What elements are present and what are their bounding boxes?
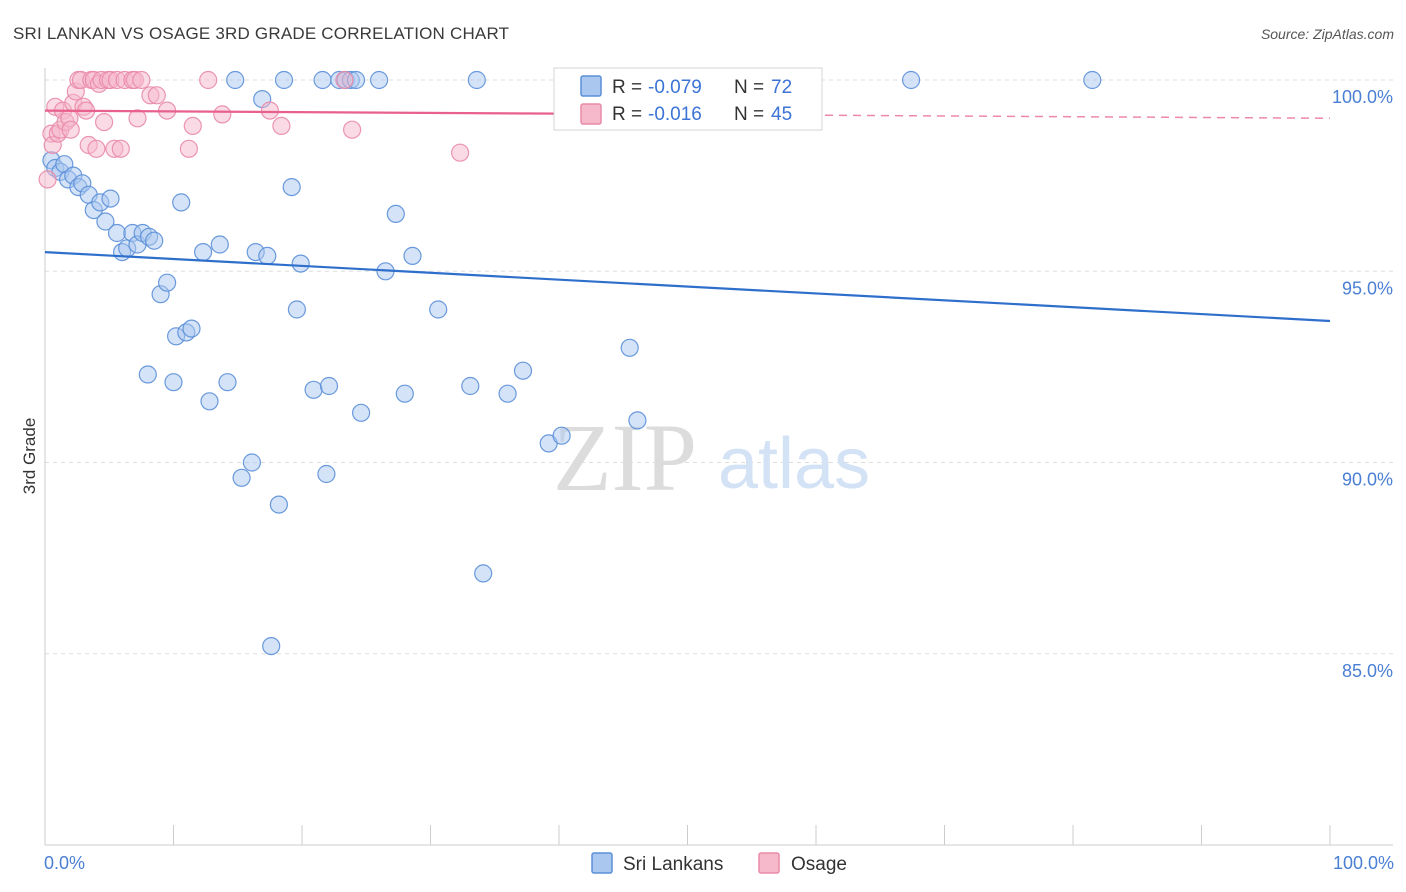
sri-lankans-point-22 (158, 273, 177, 292)
sri-lankans-point-28 (172, 193, 191, 212)
sri-lankans-point-47 (317, 464, 336, 484)
legend-swatch-blue (580, 75, 602, 97)
legend-r-value-1: -0.016 (648, 104, 702, 125)
osage-point-38 (199, 70, 218, 90)
sri-lankans-point-27 (182, 319, 201, 338)
legend-label-osage: Osage (791, 854, 847, 875)
osage-point-36 (179, 139, 198, 158)
legend-n-value-0: 72 (771, 77, 792, 98)
osage-point-9 (61, 120, 80, 139)
stats-legend: R = -0.079 N = 72 R = -0.016 N = 45 (553, 67, 823, 131)
watermark-atlas: atlas (718, 424, 870, 504)
sri-lankans-point-13 (107, 223, 127, 243)
sri-lankans-point-32 (218, 373, 237, 392)
osage-point-40 (260, 101, 279, 120)
sri-lankans-point-57 (395, 384, 414, 403)
legend-swatch-osage (758, 852, 780, 874)
series-sri-lankans-points (42, 70, 1102, 656)
watermark: ZIP atlas (553, 404, 870, 511)
sri-lankans-point-12 (101, 189, 120, 208)
sri-lankans-point-48 (319, 376, 339, 396)
sri-lankans-point-71 (1083, 70, 1102, 90)
sri-lankans-point-66 (552, 426, 571, 445)
watermark-zip: ZIP (553, 404, 697, 511)
sri-lankans-point-30 (200, 392, 219, 411)
sri-lankans-point-69 (628, 411, 647, 430)
y-tick-label-0: 100.0% (1332, 87, 1393, 107)
osage-point-41 (272, 116, 291, 136)
sri-lankans-point-59 (429, 300, 448, 319)
osage-point-19 (87, 139, 106, 158)
sri-lankans-point-63 (498, 384, 517, 403)
legend-swatch-pink (580, 103, 602, 125)
sri-lankans-point-60 (461, 376, 480, 396)
sri-lankans-point-42 (282, 178, 301, 197)
sri-lankans-point-34 (232, 468, 251, 487)
gridlines (45, 79, 1393, 655)
chart-title: SRI LANKAN VS OSAGE 3RD GRADE CORRELATIO… (13, 24, 509, 43)
osage-point-43 (343, 120, 362, 139)
trend-lines (44, 109, 1331, 323)
legend-n-label-1: N = (734, 104, 764, 125)
osage-point-31 (132, 70, 151, 90)
sri-lankans-point-45 (304, 380, 323, 399)
series-legend: Sri Lankans Osage (591, 852, 847, 875)
sri-lankans-point-62 (474, 564, 493, 583)
y-tick-labels: 100.0% 95.0% 90.0% 85.0% (1332, 87, 1393, 681)
osage-point-22 (94, 112, 114, 132)
sri-lankans-point-64 (513, 361, 533, 380)
sri-lankans-point-38 (258, 246, 277, 265)
sri-lankans-point-56 (386, 204, 405, 223)
sri-lankans-point-46 (313, 70, 332, 90)
osage-point-27 (111, 139, 130, 158)
x-tick-marks (44, 825, 1331, 845)
legend-r-label-0: R = (612, 77, 642, 98)
y-axis-label: 3rd Grade (20, 418, 39, 495)
sri-lankans-point-44 (291, 254, 310, 273)
sri-lankans-point-41 (274, 70, 294, 90)
sri-lankans-point-68 (620, 338, 639, 357)
sri-lankans-point-61 (467, 70, 486, 90)
sri-lankans-point-58 (403, 246, 422, 265)
osage-point-42 (335, 70, 354, 90)
legend-r-value-0: -0.079 (648, 77, 702, 98)
sri-lankans-trend-line (44, 251, 1331, 323)
osage-point-0 (38, 170, 57, 189)
osage-trend-line-solid (44, 109, 560, 115)
sri-lankans-point-33 (226, 70, 245, 90)
legend-n-value-1: 45 (771, 104, 792, 125)
sri-lankans-point-31 (210, 235, 229, 254)
y-tick-label-2: 90.0% (1342, 470, 1393, 490)
sri-lankans-point-35 (242, 453, 261, 472)
sri-lankans-point-54 (370, 70, 389, 90)
y-tick-label-1: 95.0% (1342, 278, 1393, 298)
osage-point-39 (213, 105, 232, 124)
sri-lankans-point-70 (901, 70, 921, 90)
legend-r-label-1: R = (612, 104, 642, 125)
sri-lankans-point-40 (269, 495, 288, 514)
x-tick-label-min: 0.0% (44, 853, 85, 873)
sri-lankans-point-11 (96, 212, 115, 231)
sri-lankans-point-20 (145, 231, 164, 250)
series-osage-points (38, 70, 470, 189)
chart-source: Source: ZipAtlas.com (1261, 26, 1394, 42)
x-tick-label-max: 100.0% (1333, 853, 1394, 873)
sri-lankans-point-23 (138, 365, 157, 384)
osage-point-37 (183, 116, 202, 136)
sri-lankans-point-24 (164, 373, 183, 392)
sri-lankans-point-53 (352, 403, 371, 422)
legend-n-label-0: N = (734, 77, 764, 98)
y-tick-label-3: 85.0% (1342, 661, 1393, 681)
sri-lankans-point-39 (262, 636, 281, 656)
legend-swatch-sri-lankans (591, 852, 613, 874)
legend-label-sri-lankans: Sri Lankans (623, 854, 723, 875)
osage-point-34 (147, 86, 166, 105)
osage-point-44 (451, 143, 470, 162)
osage-point-32 (128, 109, 147, 128)
sri-lankans-point-29 (194, 243, 213, 262)
sri-lankans-point-43 (287, 300, 306, 319)
